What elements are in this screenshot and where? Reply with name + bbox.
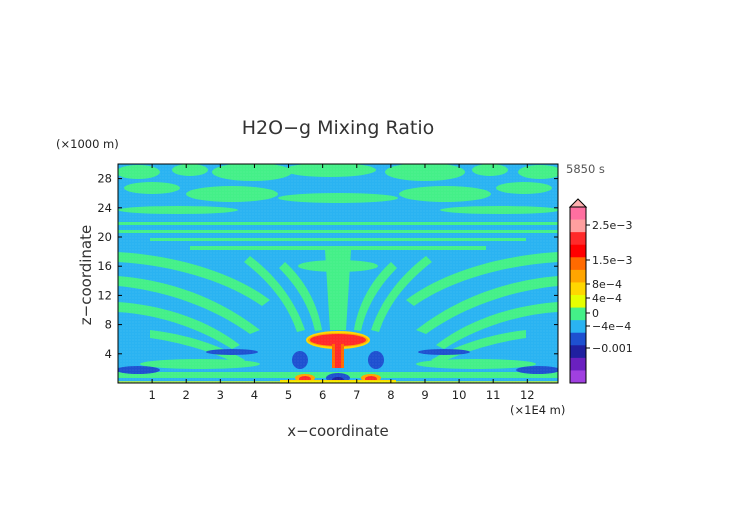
- x-tick-label: 11: [486, 388, 501, 402]
- colorbar-tick-label: −4e−4: [592, 320, 631, 333]
- colorbar-segment: [570, 295, 586, 309]
- y-tick-label: 20: [97, 230, 112, 244]
- y-tick-label: 8: [105, 318, 112, 332]
- y-ticks: 4 8 12 16 20 24 28: [97, 172, 558, 361]
- x-tick-label: 9: [421, 388, 428, 402]
- colorbar-segment: [570, 345, 586, 359]
- colorbar-segment: [570, 207, 586, 221]
- x-axis-label: x−coordinate: [287, 422, 388, 440]
- x-tick-label: 4: [251, 388, 258, 402]
- colorbar-segment: [570, 244, 586, 258]
- colorbar-segment: [570, 370, 586, 384]
- x-tick-label: 5: [285, 388, 292, 402]
- y-tick-label: 12: [97, 288, 112, 302]
- colorbar-tick-label: 0: [592, 307, 599, 320]
- y-tick-label: 16: [97, 259, 112, 273]
- colorbar-segment: [570, 357, 586, 371]
- x-tick-label: 12: [520, 388, 535, 402]
- heatmap-field: [118, 164, 558, 383]
- chart-title: H2O−g Mixing Ratio: [242, 117, 434, 139]
- colorbar-segment: [570, 307, 586, 321]
- colorbar-segment: [570, 282, 586, 296]
- x-unit-label: (×1E4 m): [510, 403, 565, 417]
- x-tick-label: 7: [353, 388, 360, 402]
- colorbar-segment: [570, 219, 586, 233]
- colorbar-segment: [570, 232, 586, 246]
- colorbar-extend-arrow: [568, 198, 588, 208]
- x-tick-label: 10: [452, 388, 467, 402]
- x-ticks: 1 2 3 4 5 6 7 8 9 10 11 12: [148, 164, 535, 402]
- colorbar-tick-label: 2.5e−3: [592, 219, 632, 232]
- x-tick-label: 8: [387, 388, 394, 402]
- plot-frame: [117, 163, 559, 384]
- y-tick-label: 28: [97, 172, 112, 186]
- y-tick-label: 24: [97, 201, 112, 215]
- x-tick-label: 3: [217, 388, 224, 402]
- colorbar-tick-label: 8e−4: [592, 278, 622, 291]
- colorbar-tick-label: 1.5e−3: [592, 254, 632, 267]
- y-unit-label: (×1000 m): [56, 137, 119, 151]
- colorbar-frame: [569, 206, 587, 384]
- colorbar-segment: [570, 257, 586, 271]
- y-axis-label: z−coordinate: [77, 225, 95, 325]
- colorbar-tick-label: −0.001: [592, 342, 633, 355]
- colorbar: 2.5e−3 1.5e−3 8e−44e−4 0−4e−4 −0.001: [568, 198, 633, 384]
- colorbar-tick-label: 4e−4: [592, 292, 622, 305]
- colorbar-segment: [570, 332, 586, 346]
- x-tick-label: 1: [148, 388, 155, 402]
- x-tick-label: 2: [183, 388, 190, 402]
- y-tick-label: 4: [105, 347, 112, 361]
- colorbar-segment: [570, 320, 586, 334]
- time-label: 5850 s: [566, 162, 605, 176]
- x-tick-label: 6: [319, 388, 326, 402]
- colorbar-segment: [570, 269, 586, 283]
